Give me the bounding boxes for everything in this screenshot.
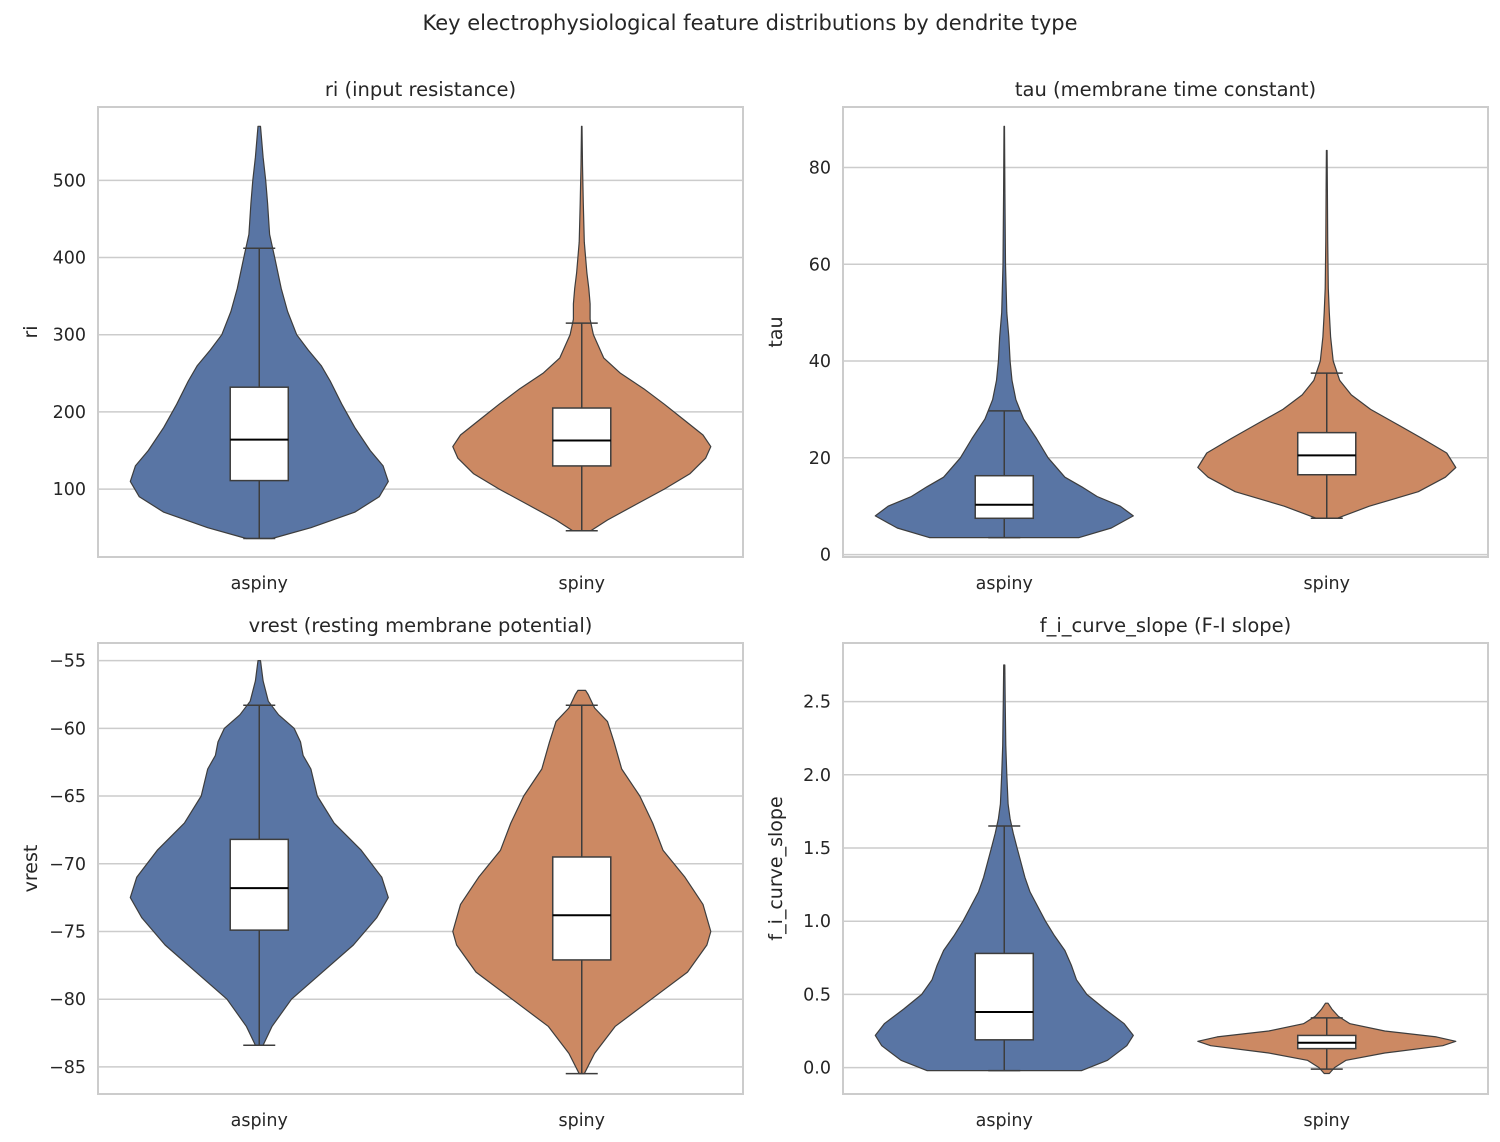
- box-spiny: [551, 856, 612, 961]
- ytick-label: 40: [809, 352, 831, 372]
- violin-aspiny: [874, 125, 1134, 539]
- box-aspiny: [974, 952, 1035, 1041]
- chart-panel: 0 20 40 60 80 aspiny spiny tau (membrane time c…: [765, 78, 1489, 594]
- y-axis-label: ri: [20, 325, 42, 338]
- ytick-label: 1.5: [803, 839, 831, 859]
- y-axis-label: vrest: [20, 845, 42, 893]
- ytick-label: 100: [53, 480, 86, 500]
- xtick-label-aspiny: aspiny: [231, 574, 288, 594]
- axes-frame: [842, 106, 1489, 558]
- panel-title-ri: ri (input resistance): [325, 78, 516, 101]
- panel-title-vrest: vrest (resting membrane potential): [249, 614, 593, 637]
- ytick-label: −65: [49, 787, 86, 807]
- ytick-label: 0.5: [803, 985, 831, 1005]
- box-spiny: [1296, 431, 1357, 476]
- ytick-label: 60: [809, 255, 831, 275]
- box-aspiny: [229, 838, 290, 931]
- ytick-label: −80: [49, 990, 86, 1010]
- axes-frame: [97, 642, 744, 1095]
- ytick-label: −55: [49, 652, 86, 672]
- y-axis-label: tau: [765, 316, 787, 347]
- ytick-label: −60: [49, 719, 86, 739]
- chart-panel: 0.0 0.5 1.0 1.5 2.0 2.5 aspiny spiny f_i_curve_s…: [765, 614, 1489, 1131]
- ytick-label: 2.5: [803, 693, 831, 713]
- ytick-label: 300: [53, 326, 86, 346]
- panel-title-tau: tau (membrane time constant): [1015, 78, 1316, 101]
- box-aspiny: [229, 386, 290, 482]
- xtick-label-spiny: spiny: [1303, 574, 1350, 594]
- chart-panel: −85 −80 −75 −70 −65 −60 −55 aspiny spiny vrest (r…: [20, 614, 744, 1131]
- ytick-label: 1.0: [803, 912, 831, 932]
- xtick-label-aspiny: aspiny: [976, 1111, 1033, 1131]
- ytick-label: −70: [49, 855, 86, 875]
- xtick-label-spiny: spiny: [1303, 1111, 1350, 1131]
- ytick-label: 2.0: [803, 766, 831, 786]
- xtick-label-aspiny: aspiny: [976, 574, 1033, 594]
- ytick-label: 80: [809, 158, 831, 178]
- violin-spiny: [1197, 149, 1457, 519]
- box-aspiny: [974, 474, 1035, 520]
- panel-title-f-i-curve-slope: f_i_curve_slope (F-I slope): [1040, 614, 1292, 637]
- figure-title: Key electrophysiological feature distrib…: [423, 11, 1078, 35]
- ytick-label: 200: [53, 403, 86, 423]
- ytick-label: 0: [820, 546, 831, 566]
- y-axis-label: f_i_curve_slope: [765, 796, 787, 940]
- ytick-label: 0.0: [803, 1059, 831, 1079]
- xtick-label-aspiny: aspiny: [231, 1111, 288, 1131]
- ytick-label: −85: [49, 1058, 86, 1078]
- ytick-label: 20: [809, 449, 831, 469]
- xtick-label-spiny: spiny: [558, 574, 605, 594]
- ytick-label: 500: [53, 171, 86, 191]
- chart-panel: 100 200 300 400 500 aspiny spiny ri (input resi…: [20, 78, 744, 594]
- axes-frame: [842, 642, 1489, 1095]
- ytick-label: 400: [53, 249, 86, 269]
- xtick-label-spiny: spiny: [558, 1111, 605, 1131]
- box-spiny: [551, 407, 612, 467]
- axes-frame: [97, 106, 744, 558]
- ytick-label: −75: [49, 922, 86, 942]
